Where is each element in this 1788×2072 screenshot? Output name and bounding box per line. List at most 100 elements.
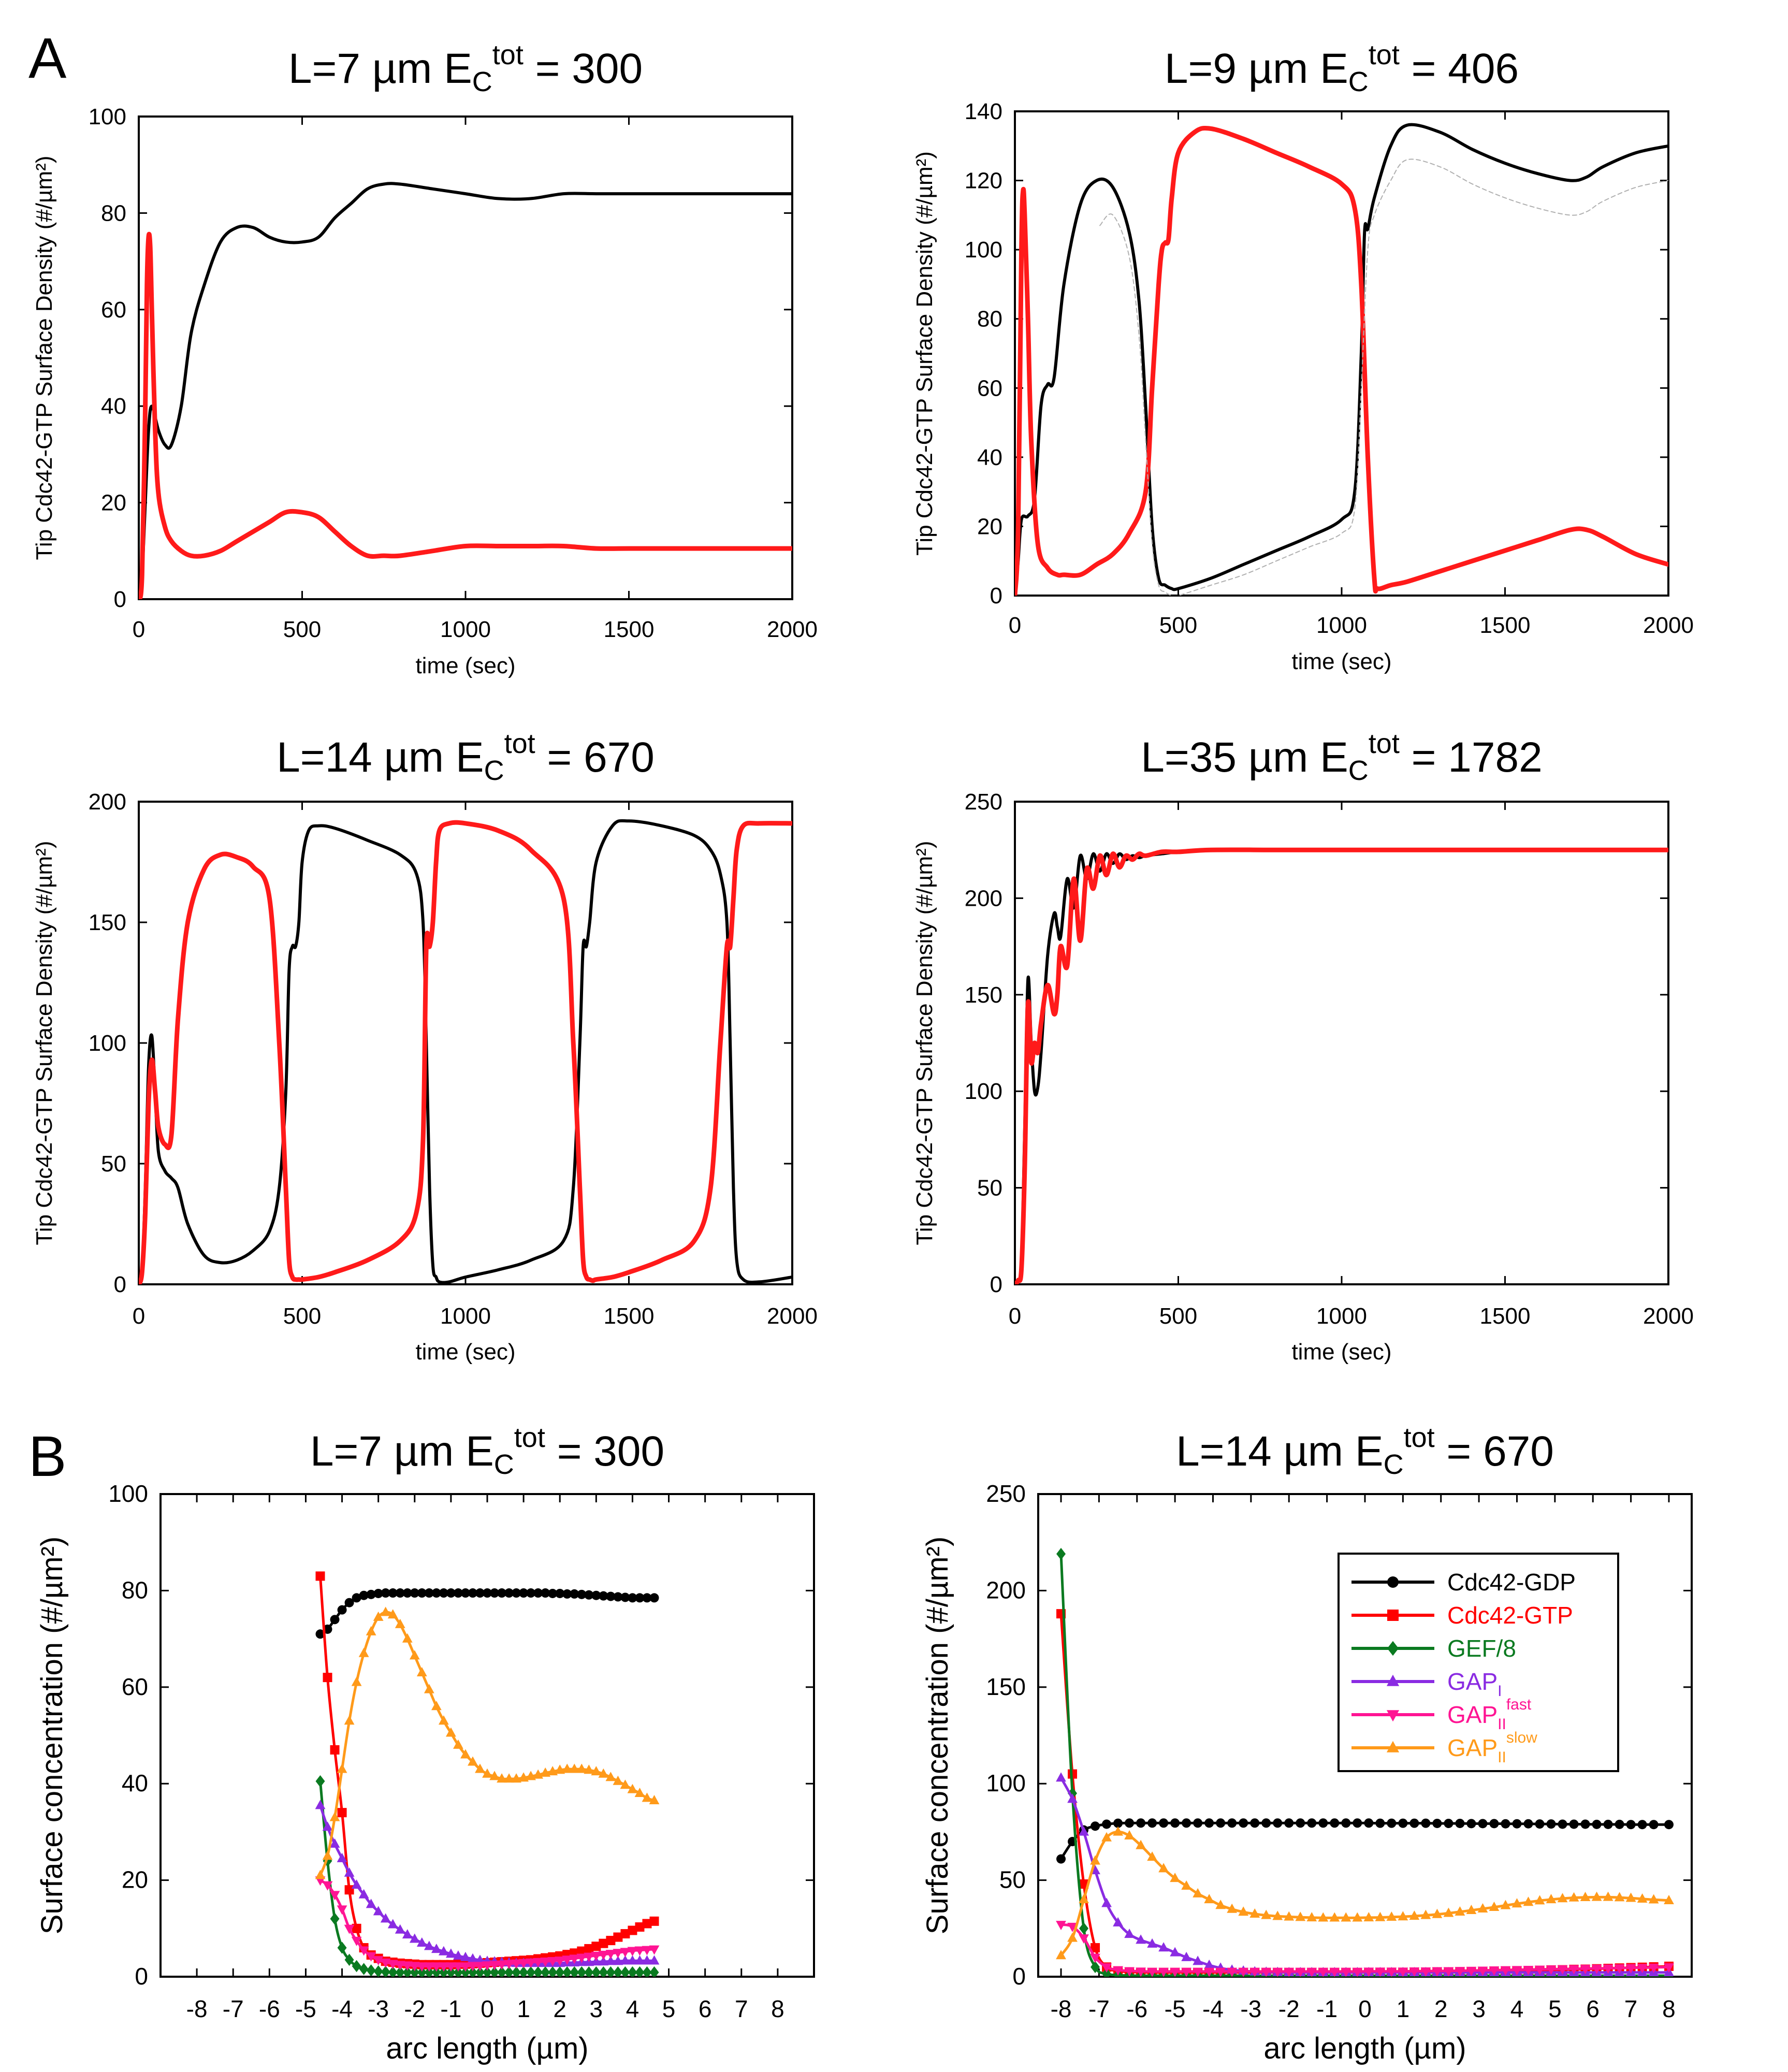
data-point <box>380 1958 391 1968</box>
data-point <box>482 1768 492 1778</box>
x-tick-label: -1 <box>440 1995 461 2022</box>
y-tick-label: 0 <box>135 1963 148 1990</box>
data-point <box>1181 1880 1192 1890</box>
data-point <box>1125 1818 1135 1828</box>
data-point <box>1181 1951 1192 1961</box>
data-point <box>453 1962 463 1972</box>
data-point <box>1363 1912 1374 1922</box>
data-point <box>1535 1819 1545 1829</box>
data-point <box>1306 1912 1317 1922</box>
data-point <box>591 1590 601 1600</box>
data-point <box>1227 1967 1238 1977</box>
data-point <box>402 1588 412 1598</box>
data-point <box>1352 1967 1363 1977</box>
x-tick-label: -8 <box>1051 1995 1072 2022</box>
data-point <box>1067 1932 1078 1942</box>
data-point <box>1216 1818 1226 1828</box>
data-point <box>453 1950 463 1960</box>
data-point <box>1329 1912 1340 1922</box>
data-point <box>1443 1907 1454 1917</box>
data-point <box>1329 1967 1340 1977</box>
x-tick-label: 3 <box>590 1995 603 2022</box>
y-tick-label: 200 <box>89 789 126 815</box>
x-axis-label: time (sec) <box>415 653 515 678</box>
data-point <box>562 1955 573 1965</box>
data-point <box>555 1957 565 1966</box>
data-point <box>1295 1911 1306 1921</box>
series-group <box>315 1571 660 1977</box>
data-point <box>344 1598 354 1607</box>
chart-title-sup: tot <box>1369 39 1400 70</box>
data-point <box>620 1592 630 1602</box>
data-point <box>1056 1547 1066 1560</box>
data-point <box>1626 1820 1636 1830</box>
data-point <box>1341 1818 1351 1828</box>
data-point <box>1511 1898 1522 1908</box>
series-line-gap-ii-fast <box>1059 1923 1670 1973</box>
y-tick-label: 250 <box>986 1480 1026 1507</box>
data-point <box>1409 1818 1419 1828</box>
data-point <box>1420 1909 1431 1919</box>
data-point <box>388 1588 398 1598</box>
data-point <box>431 1701 442 1711</box>
data-point <box>1363 1967 1374 1977</box>
data-point <box>504 1588 514 1598</box>
data-point <box>1079 1894 1089 1904</box>
x-axis-label: arc length (µm) <box>1263 2032 1466 2065</box>
legend-entry-label: GAP <box>1447 1734 1498 1761</box>
data-point <box>344 1867 355 1877</box>
data-point <box>1249 1908 1260 1918</box>
chart-title: L=14 µm ECtot = 670 <box>277 728 655 786</box>
data-point <box>445 1727 456 1737</box>
data-point <box>511 1773 521 1783</box>
data-point <box>1580 1819 1590 1829</box>
data-point <box>1147 1851 1158 1861</box>
data-point <box>519 1966 529 1977</box>
data-point <box>634 1955 645 1965</box>
data-point <box>1614 1964 1625 1974</box>
data-point <box>1603 1891 1613 1901</box>
data-point <box>329 1812 340 1821</box>
data-point <box>518 1772 529 1782</box>
data-point <box>1649 1820 1659 1830</box>
data-point <box>562 1589 572 1599</box>
data-point <box>1079 1922 1089 1935</box>
data-point <box>1318 1967 1329 1977</box>
chart-title-tail: = 300 <box>545 1428 664 1475</box>
y-axis-label: Tip Cdc42-GTP Surface Density (#/µm²) <box>32 156 57 560</box>
x-tick-label: 6 <box>699 1995 712 2022</box>
x-tick-label: 500 <box>283 1303 321 1329</box>
data-point <box>635 1922 645 1932</box>
data-point <box>519 1588 529 1598</box>
data-point <box>1295 1967 1306 1977</box>
data-point <box>1386 1967 1397 1977</box>
data-point <box>1409 1910 1420 1920</box>
plot-frame <box>159 1493 815 1978</box>
data-point <box>628 1593 637 1603</box>
data-point <box>1375 1818 1385 1828</box>
y-tick-label: 40 <box>101 394 126 419</box>
data-point <box>1158 1863 1169 1873</box>
data-point <box>1113 1826 1123 1836</box>
chart-b1: L=7 µm ECtot = 300-8 -7 -6 -5 -4 -3 -2 -1 0 1 2 3 4 5… <box>35 1422 815 2065</box>
data-point <box>416 1962 427 1972</box>
data-point <box>642 1966 652 1977</box>
data-point <box>483 1966 492 1977</box>
data-point <box>599 1938 608 1948</box>
data-point <box>409 1933 420 1943</box>
data-point <box>351 1879 362 1889</box>
data-point <box>512 1966 521 1977</box>
data-point <box>620 1966 630 1977</box>
data-point <box>1090 1953 1100 1963</box>
data-point <box>548 1588 558 1598</box>
series-group <box>1056 1547 1674 1977</box>
y-tick-label: 120 <box>965 168 1002 194</box>
data-point <box>1489 1819 1499 1829</box>
data-point <box>541 1588 550 1598</box>
data-point <box>388 1966 398 1977</box>
data-point <box>584 1764 594 1774</box>
data-point <box>1170 1873 1181 1882</box>
data-point <box>1592 1819 1602 1829</box>
data-point <box>373 1588 383 1598</box>
x-tick-label: 2 <box>1434 1995 1448 2022</box>
